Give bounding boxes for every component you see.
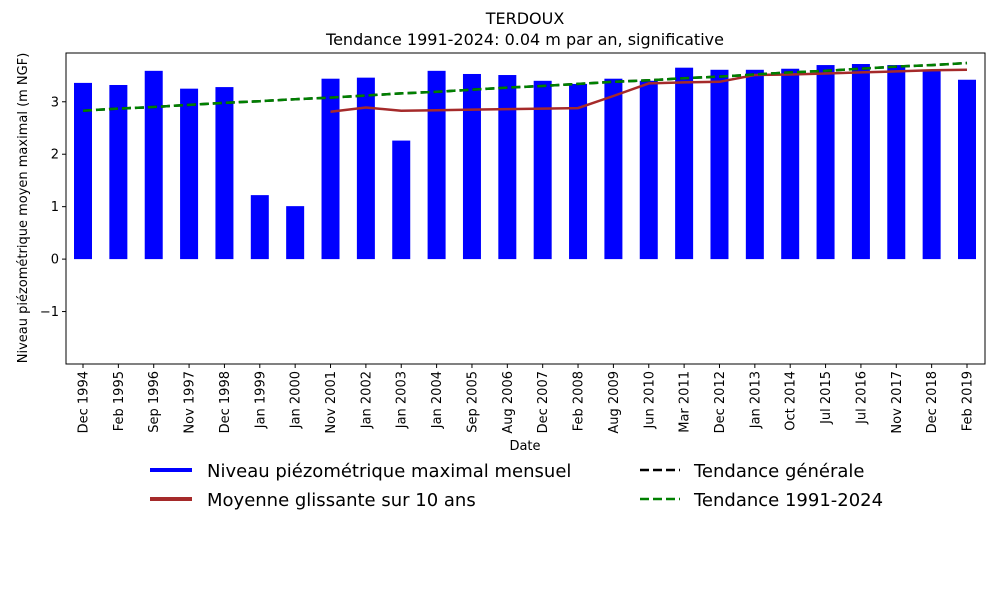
bar [74,82,92,260]
bar [675,67,694,260]
y-tick-label: 3 [51,95,59,110]
x-axis: Dec 1994 Feb 1995 Sep 1996 Nov 1997 Dec 1998… [77,364,976,434]
bar [887,65,906,260]
x-tick-label: Oct 2014 [784,371,799,431]
bar [250,195,269,260]
y-axis-label: Niveau piézométrique moyen maximal (m NG… [16,53,31,364]
x-tick-label: Jan 2002 [359,371,374,429]
x-tick-label: Jun 2010 [642,371,657,430]
x-tick-label: Jan 1999 [253,371,268,429]
legend: Niveau piézométrique maximal mensuel Moy… [150,461,883,511]
bar [922,69,941,260]
x-tick-label: Nov 2001 [324,371,339,434]
x-tick-label: Jan 2003 [395,371,410,429]
trend-1991-2024-line [82,61,968,112]
bar [321,78,340,260]
bar [144,70,163,260]
y-tick-label: 1 [51,200,59,215]
bar [533,80,552,260]
y-tick-label: 0 [51,253,59,268]
plot-frame [65,52,986,365]
bar [427,70,446,260]
x-tick-label: Jan 2000 [289,371,304,429]
y-tick-label: −1 [40,305,59,320]
bar [958,79,976,260]
x-tick-label: Sep 2005 [465,371,480,433]
legend-label-bars: Niveau piézométrique maximal mensuel [207,461,571,482]
bar [604,78,623,260]
x-tick-label: Aug 2006 [501,371,516,434]
bar [781,68,800,260]
bar [745,69,764,260]
bar [710,69,729,260]
bar [462,73,481,260]
legend-label-general-trend: Tendance générale [693,461,864,482]
legend-label-moving-average: Moyenne glissante sur 10 ans [207,490,476,511]
x-tick-label: Sep 1996 [147,371,162,433]
chart-subtitle: Tendance 1991-2024: 0.04 m par an, signi… [325,30,724,49]
x-tick-label: Jul 2016 [854,371,869,425]
x-tick-label: Feb 2008 [572,371,587,431]
x-axis-label: Date [509,439,540,454]
x-tick-label: Feb 2019 [961,371,976,431]
x-tick-label: Feb 1995 [112,371,127,431]
bar [215,87,234,260]
bar [356,77,375,260]
bar [109,84,128,260]
x-tick-label: Dec 2012 [713,371,728,433]
y-tick-label: 2 [51,148,59,163]
x-tick-label: Nov 1997 [183,371,198,434]
x-tick-label: Mar 2011 [678,371,693,433]
bar [816,65,835,260]
x-tick-label: Nov 2017 [890,371,905,434]
bar [180,88,199,260]
x-tick-label: Jul 2015 [819,371,834,425]
bar [286,206,305,260]
plot-area [74,61,976,260]
x-tick-label: Dec 2007 [536,371,551,433]
bar [392,140,411,260]
chart-title: TERDOUX [485,9,565,28]
x-tick-label: Dec 1994 [77,371,92,433]
legend-label-trend-1991-2024: Tendance 1991-2024 [693,490,883,511]
y-axis: −1 0 1 2 3 [40,95,66,320]
x-tick-label: Dec 1998 [218,371,233,433]
bar [639,80,658,260]
x-tick-label: Dec 2018 [925,371,940,433]
bar [569,83,588,260]
x-tick-label: Aug 2009 [607,371,622,434]
x-tick-label: Jan 2004 [430,371,445,429]
x-tick-label: Jan 2013 [748,371,763,429]
bar [498,75,517,260]
bar [851,64,870,260]
moving-average-line [330,68,968,113]
